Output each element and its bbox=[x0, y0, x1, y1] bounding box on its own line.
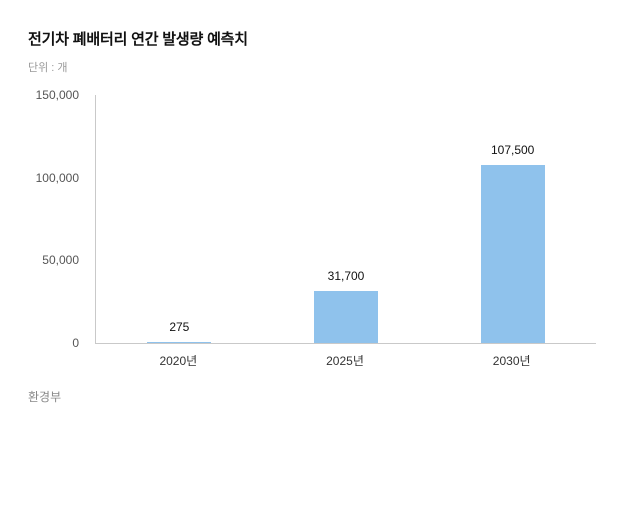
x-tick-label: 2030년 bbox=[492, 354, 531, 368]
y-tick-label: 100,000 bbox=[35, 170, 79, 185]
chart-title: 전기차 폐배터리 연간 발생량 예측치 bbox=[28, 31, 248, 48]
y-tick-label: 0 bbox=[72, 336, 79, 350]
bar-value-label: 107,500 bbox=[490, 143, 535, 158]
y-axis: 0 50,000 100,000 150,000 bbox=[0, 89, 87, 349]
bar-slot: 107,500 bbox=[429, 95, 596, 343]
y-tick-label: 150,000 bbox=[35, 88, 79, 102]
x-axis-labels: 2020년 2025년 2030년 bbox=[95, 352, 595, 369]
source-label: 환경부 bbox=[28, 390, 62, 404]
bar-value-label: 275 bbox=[169, 320, 190, 334]
bar-2030년 bbox=[480, 165, 545, 343]
bars-container: 275 31,700 107,500 bbox=[96, 95, 596, 343]
bar-2020년 bbox=[147, 342, 212, 343]
bar-value-label: 31,700 bbox=[327, 268, 365, 283]
bar-slot: 31,700 bbox=[263, 95, 430, 343]
bar-2025년 bbox=[314, 290, 378, 343]
x-tick-label: 2020년 bbox=[159, 354, 198, 368]
x-tick-label: 2025년 bbox=[326, 354, 364, 368]
plot-area: 275 31,700 107,500 bbox=[95, 95, 596, 344]
unit-label: 단위 : 개 bbox=[28, 62, 68, 74]
y-tick-label: 50,000 bbox=[42, 253, 79, 268]
bar-slot: 275 bbox=[96, 95, 263, 343]
